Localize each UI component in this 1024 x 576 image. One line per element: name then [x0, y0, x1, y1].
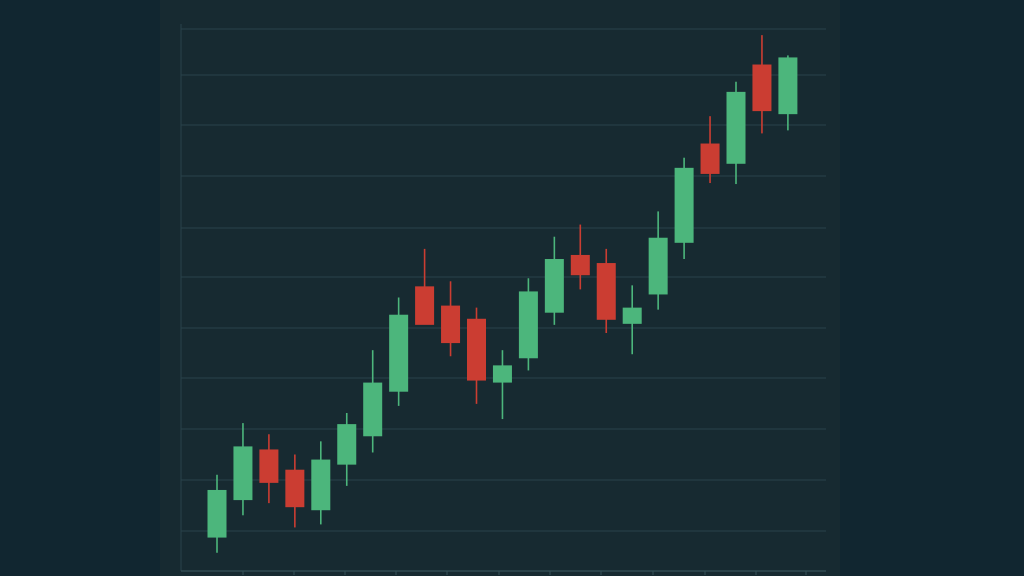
candle-down: [596, 248, 616, 333]
candle-body: [544, 259, 564, 313]
candle-down: [752, 35, 772, 134]
candle-up: [492, 350, 512, 420]
candle-up: [648, 211, 668, 310]
candle-body: [648, 237, 668, 295]
candle-down: [467, 307, 486, 404]
candle-body: [311, 459, 331, 511]
candle-down: [441, 281, 461, 357]
candle-body: [415, 286, 435, 325]
candle-body: [778, 57, 798, 115]
candle-body: [337, 424, 357, 465]
candle-body: [207, 489, 227, 538]
candle-body: [674, 167, 694, 243]
candle-body: [570, 254, 590, 276]
candle-up: [544, 236, 564, 325]
candle-down: [570, 224, 590, 290]
candle-body: [441, 305, 461, 344]
candle-up: [311, 441, 331, 525]
candle-body: [492, 365, 512, 383]
candle-up: [622, 285, 642, 355]
candle-down: [415, 248, 435, 325]
candle-up: [726, 81, 746, 185]
candle-up: [778, 55, 798, 131]
gridlines: [181, 28, 826, 532]
candle-body: [389, 314, 409, 392]
candle-up: [518, 278, 538, 371]
candle-up: [337, 412, 357, 486]
candle-up: [233, 423, 253, 516]
candle-up: [674, 157, 694, 260]
candle-up: [363, 350, 383, 453]
candle-down: [285, 454, 305, 528]
candle-down: [700, 116, 720, 184]
candles: [207, 35, 798, 553]
candle-down: [259, 434, 279, 504]
candle-up: [389, 297, 409, 406]
candle-body: [700, 143, 720, 174]
candle-body: [518, 291, 538, 359]
candle-body: [363, 382, 383, 437]
candle-body: [622, 307, 642, 324]
axes: [180, 24, 826, 575]
candle-body: [752, 64, 772, 112]
candle-body: [596, 263, 616, 320]
candle-up: [207, 474, 227, 553]
candle-body: [467, 318, 486, 381]
candle-body: [726, 91, 746, 164]
candle-body: [285, 469, 305, 508]
candle-body: [233, 446, 253, 501]
candle-body: [259, 449, 279, 483]
